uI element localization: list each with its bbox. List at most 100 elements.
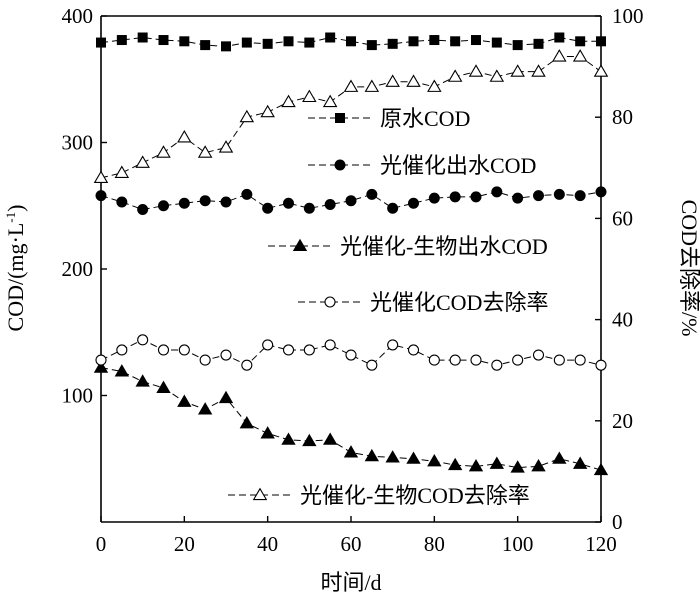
- legend-entry: 光催化-生物COD去除率: [228, 483, 530, 508]
- legend-marker: [324, 296, 336, 308]
- data-point: [427, 79, 442, 92]
- data-point: [137, 204, 149, 216]
- data-point: [512, 354, 524, 366]
- data-point: [533, 190, 544, 202]
- data-point: [428, 192, 440, 204]
- data-point: [137, 32, 148, 43]
- data-point: [199, 354, 211, 366]
- data-point: [595, 359, 607, 371]
- data-point: [470, 191, 482, 203]
- legend-entry: 光催化-生物出水COD: [268, 234, 548, 259]
- data-point: [324, 339, 336, 351]
- y-tick-label: 300: [62, 131, 94, 155]
- data-point: [282, 344, 295, 356]
- data-point: [262, 339, 274, 351]
- data-point: [427, 453, 442, 467]
- data-point: [221, 41, 231, 52]
- data-point: [406, 451, 421, 464]
- x-tick-label: 120: [585, 532, 617, 556]
- data-point: [593, 64, 609, 77]
- data-point: [218, 140, 234, 153]
- x-tick-label: 60: [341, 532, 362, 556]
- y2-tick-label: 100: [612, 4, 644, 28]
- y2-tick-label: 20: [612, 409, 633, 433]
- legend-entry: 光催化COD去除率: [298, 290, 548, 315]
- data-point: [262, 202, 274, 214]
- y2-tick-label: 0: [612, 510, 623, 534]
- data-point: [116, 35, 127, 46]
- data-point: [325, 32, 336, 43]
- data-point: [283, 36, 294, 47]
- y-axis-title-sup: -1: [3, 212, 18, 223]
- data-point: [197, 145, 213, 158]
- x-tick-label: 100: [502, 532, 534, 556]
- data-point: [157, 344, 170, 356]
- data-point: [489, 69, 505, 82]
- data-point: [260, 104, 275, 118]
- data-point: [366, 40, 377, 51]
- data-point: [512, 40, 523, 51]
- data-point: [574, 190, 586, 202]
- data-point: [553, 354, 565, 366]
- legend-marker: [292, 238, 308, 252]
- data-point: [241, 37, 252, 48]
- data-point: [114, 364, 130, 377]
- data-point: [96, 37, 106, 48]
- data-point: [345, 195, 357, 207]
- data-point: [385, 450, 400, 463]
- data-point: [512, 192, 524, 204]
- data-point: [200, 40, 211, 51]
- data-point: [343, 79, 359, 92]
- legend-label: 光催化-生物出水COD: [340, 234, 548, 259]
- legend-label: 光催化出水COD: [380, 153, 536, 178]
- series-1: [96, 32, 606, 52]
- data-point: [387, 38, 398, 49]
- data-point: [322, 432, 338, 445]
- data-point: [447, 69, 463, 82]
- data-point: [447, 457, 463, 471]
- data-point: [281, 94, 296, 108]
- data-point: [156, 380, 171, 393]
- data-point: [177, 394, 192, 407]
- x-tick-label: 40: [257, 532, 278, 556]
- y2-tick-label: 60: [612, 206, 633, 230]
- y-axis-title-main: COD/(mg·L: [3, 223, 28, 332]
- data-point: [406, 74, 421, 87]
- x-tick-label: 0: [96, 532, 107, 556]
- data-point: [364, 79, 380, 92]
- data-point: [281, 432, 296, 445]
- data-point: [137, 334, 149, 346]
- data-point: [572, 456, 588, 469]
- data-point: [158, 35, 169, 46]
- data-point: [158, 200, 169, 212]
- data-point: [346, 36, 356, 47]
- legend-label: 原水COD: [380, 106, 470, 131]
- data-point: [156, 145, 171, 158]
- data-point: [593, 462, 609, 476]
- data-point: [470, 354, 482, 366]
- y-axis-title: COD/(mg·L-1): [3, 205, 28, 332]
- data-point: [531, 64, 546, 77]
- x-tick-label: 80: [424, 532, 445, 556]
- series-2: [95, 186, 607, 216]
- data-point: [366, 188, 378, 200]
- data-point: [135, 155, 150, 168]
- legend-marker: [334, 159, 346, 171]
- data-point: [531, 459, 546, 472]
- legend-label: 光催化COD去除率: [370, 290, 548, 315]
- series-3: [93, 360, 609, 476]
- data-point: [408, 36, 419, 47]
- data-point: [197, 402, 213, 415]
- y2-tick-label: 40: [612, 308, 633, 332]
- data-point: [95, 354, 107, 366]
- data-point: [575, 36, 586, 47]
- data-point: [533, 38, 544, 49]
- data-point: [491, 186, 503, 198]
- data-point: [596, 36, 606, 47]
- y2-axis-title: COD去除率/%: [677, 200, 700, 337]
- data-point: [489, 456, 505, 469]
- data-point: [302, 433, 317, 447]
- data-point: [510, 64, 525, 77]
- data-point: [179, 36, 190, 47]
- data-point: [304, 37, 315, 48]
